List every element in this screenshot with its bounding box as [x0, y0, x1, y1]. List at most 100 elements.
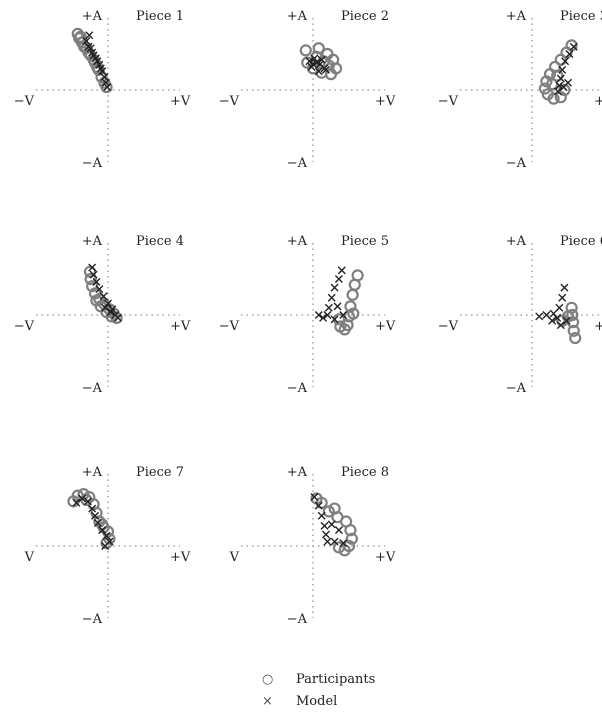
axis-label-neg-v: V — [229, 550, 240, 565]
participant-point — [540, 75, 553, 88]
model-point — [89, 51, 98, 60]
participant-point — [345, 532, 358, 545]
model-point — [324, 303, 333, 312]
axis-label-pos-a: +A — [287, 9, 308, 24]
model-point — [321, 65, 330, 74]
axis-label-neg-v: −V — [438, 94, 459, 109]
model-point — [93, 57, 102, 66]
axis-label-neg-a: −A — [287, 381, 308, 396]
legend-label-participants: Participants — [296, 671, 376, 687]
model-point — [314, 501, 323, 510]
axis-label-neg-a: −A — [82, 156, 103, 171]
model-point — [72, 498, 81, 507]
legend: ○ Participants × Model — [262, 668, 462, 712]
axis-label-pos-v: +V — [170, 94, 191, 109]
model-point — [565, 50, 574, 58]
model-point — [101, 78, 110, 87]
participant-point — [347, 307, 360, 320]
axis-label-pos-v: +V — [594, 319, 602, 334]
model-point — [102, 531, 111, 540]
panel-title: Piece 7 — [136, 465, 184, 480]
participant-point — [90, 294, 103, 307]
axis-label-neg-v: −V — [14, 94, 35, 109]
cross-marker-icon: × — [262, 693, 273, 709]
axis-label-neg-v: V — [24, 550, 35, 565]
axis-label-neg-v: −V — [438, 319, 459, 334]
model-point — [99, 292, 108, 301]
axis-label-neg-a: −A — [82, 381, 103, 396]
participant-point — [334, 320, 347, 333]
model-point — [86, 44, 95, 53]
participant-point — [551, 69, 564, 82]
panel-2: +A −A −V +V Piece 2 — [219, 9, 396, 171]
panel-8: +A −A V +V Piece 8 — [229, 465, 396, 627]
model-point — [330, 315, 339, 324]
model-point — [309, 60, 317, 69]
model-point — [98, 526, 107, 535]
model-point — [103, 83, 112, 92]
axis-label-neg-a: −A — [287, 156, 308, 171]
axis-label-pos-v: +V — [375, 550, 396, 565]
participant-point — [84, 272, 97, 286]
panel-title: Piece 3 — [560, 9, 602, 24]
panel-3: +A −A −V +V Piece 3 — [438, 9, 602, 171]
model-point — [317, 511, 326, 520]
participant-point — [332, 541, 346, 554]
model-point — [548, 316, 557, 325]
model-point — [337, 266, 346, 275]
model-point — [314, 67, 323, 76]
model-point — [339, 539, 348, 548]
model-point — [327, 293, 336, 302]
panel-1: +A −A −V +V Piece 1 — [14, 9, 191, 171]
axis-label-pos-v: +V — [594, 94, 602, 109]
axis-label-pos-v: +V — [170, 550, 191, 565]
model-point — [88, 263, 97, 272]
axis-label-pos-v: +V — [375, 94, 396, 109]
model-point — [100, 73, 109, 82]
model-point — [558, 293, 567, 302]
panel-7: +A −A V +V Piece 7 — [24, 465, 191, 627]
axis-label-pos-a: +A — [506, 234, 527, 249]
axis-label-pos-a: +A — [82, 465, 103, 480]
model-point — [339, 311, 348, 319]
model-point — [553, 313, 562, 322]
axis-label-pos-v: +V — [170, 319, 191, 334]
panel-title: Piece 1 — [136, 9, 184, 24]
model-point — [96, 64, 105, 73]
model-point — [321, 530, 330, 539]
axis-label-pos-a: +A — [82, 9, 103, 24]
participant-point — [328, 502, 341, 515]
model-point — [561, 57, 570, 66]
model-point — [556, 321, 565, 330]
model-point — [555, 81, 564, 90]
model-point — [330, 283, 339, 292]
legend-item-model: × Model — [262, 690, 462, 712]
panel-5: +A −A −V +V Piece 5 — [219, 234, 396, 396]
participant-point — [569, 331, 582, 345]
model-point — [323, 311, 332, 319]
model-point — [91, 511, 100, 520]
panel-title: Piece 6 — [560, 234, 602, 249]
axis-label-pos-a: +A — [82, 234, 103, 249]
axis-label-pos-a: +A — [506, 9, 527, 24]
participant-point — [299, 44, 312, 57]
participant-point — [74, 30, 87, 43]
participant-point — [322, 505, 335, 518]
axis-label-neg-a: −A — [287, 612, 308, 627]
panel-title: Piece 5 — [341, 234, 389, 249]
participant-point — [547, 92, 560, 105]
axis-label-neg-a: −A — [82, 612, 103, 627]
participant-point — [322, 59, 335, 72]
legend-label-model: Model — [296, 693, 338, 709]
model-point — [82, 37, 91, 46]
model-point — [556, 74, 565, 83]
model-point — [89, 270, 98, 279]
circle-marker-icon: ○ — [262, 671, 274, 687]
model-point — [317, 55, 326, 64]
panel-title: Piece 8 — [341, 465, 389, 480]
model-point — [334, 275, 343, 283]
model-point — [560, 283, 569, 292]
model-point — [88, 504, 97, 513]
model-point — [104, 299, 112, 308]
